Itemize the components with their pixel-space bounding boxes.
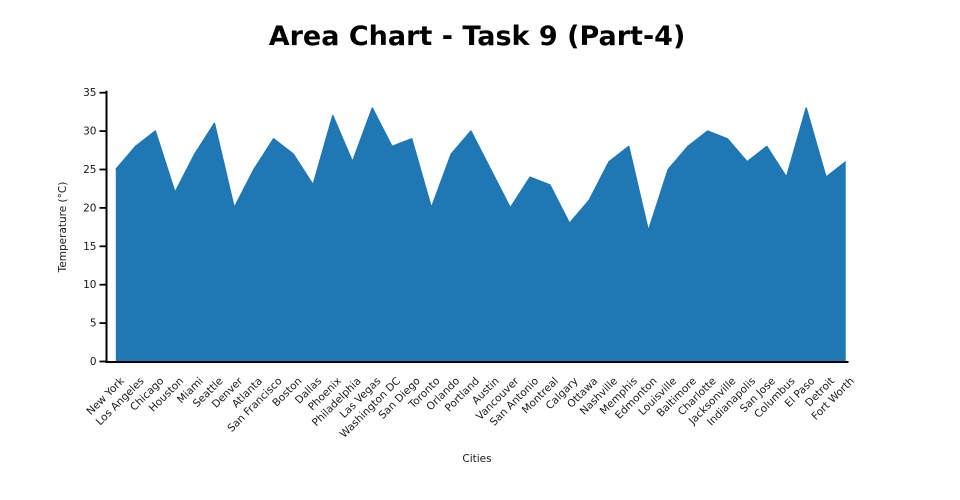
area-series-outline bbox=[115, 107, 847, 232]
x-axis-label: Cities bbox=[462, 453, 491, 465]
y-axis-label: Temperature (°C) bbox=[57, 182, 69, 274]
y-tick-label: 20 bbox=[83, 202, 96, 214]
y-tick-label: 30 bbox=[83, 126, 96, 138]
y-tick-label: 5 bbox=[90, 318, 97, 330]
y-tick-label: 35 bbox=[83, 87, 96, 99]
y-tick-label: 0 bbox=[90, 356, 97, 368]
chart-title: Area Chart - Task 9 (Part-4) bbox=[269, 21, 686, 52]
y-tick-label: 10 bbox=[83, 279, 96, 291]
y-tick-label: 15 bbox=[83, 241, 96, 253]
area-series bbox=[115, 108, 846, 362]
y-tick-label: 25 bbox=[83, 164, 96, 176]
